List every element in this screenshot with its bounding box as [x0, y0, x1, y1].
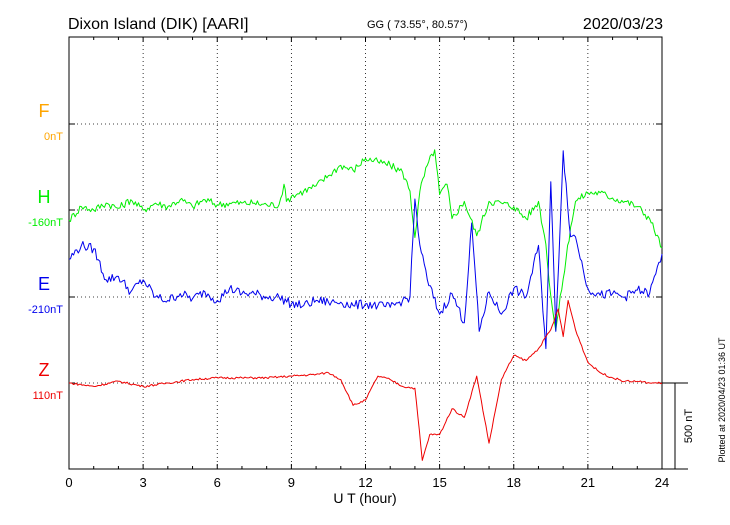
series-line-z — [69, 299, 663, 461]
scale-bar-label: 500 nT — [683, 409, 695, 444]
x-tick-label: 12 — [358, 475, 372, 490]
x-tick-label: 9 — [288, 475, 295, 490]
x-tick-label: 6 — [214, 475, 221, 490]
baseline-label-h: -160nT — [28, 217, 63, 229]
baseline-label-f: 0nT — [44, 131, 63, 143]
baseline-label-e: -210nT — [28, 304, 63, 316]
station-coordinates: GG ( 73.55°, 80.57°) — [367, 19, 468, 31]
x-axis-label: U T (hour) — [333, 490, 396, 506]
x-tick-labels: 0 3 6 9 12 15 18 21 24 — [65, 475, 669, 490]
series-line-h — [68, 149, 663, 331]
axis-ticks — [68, 37, 663, 469]
station-title: Dixon Island (DIK) [AARI] — [68, 16, 249, 33]
component-label-h: H — [38, 187, 51, 207]
traces — [68, 149, 663, 461]
component-label-e: E — [38, 274, 50, 294]
component-label-z: Z — [39, 360, 50, 380]
x-tick-label: 3 — [140, 475, 147, 490]
series-line-e — [68, 150, 663, 350]
component-label-f: F — [39, 101, 50, 121]
x-tick-label: 21 — [581, 475, 595, 490]
grid-lines — [69, 37, 662, 469]
baseline-label-z: 110nT — [33, 390, 64, 402]
x-tick-label: 18 — [507, 475, 521, 490]
x-tick-label: 24 — [655, 475, 669, 490]
plot-timestamp: Plotted at 2020/04/23 01:36 UT — [717, 337, 727, 463]
x-tick-label: 15 — [432, 475, 446, 490]
scale-bar: 500 nT — [662, 382, 695, 470]
component-labels: F 0nT H -160nT E -210nT Z 110nT — [28, 101, 63, 402]
x-tick-label: 0 — [65, 475, 72, 490]
plot-date: 2020/03/23 — [583, 16, 663, 33]
